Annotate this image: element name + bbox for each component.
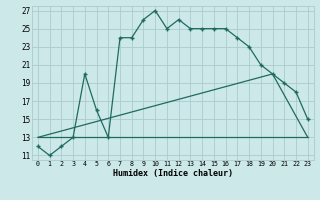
X-axis label: Humidex (Indice chaleur): Humidex (Indice chaleur) — [113, 169, 233, 178]
